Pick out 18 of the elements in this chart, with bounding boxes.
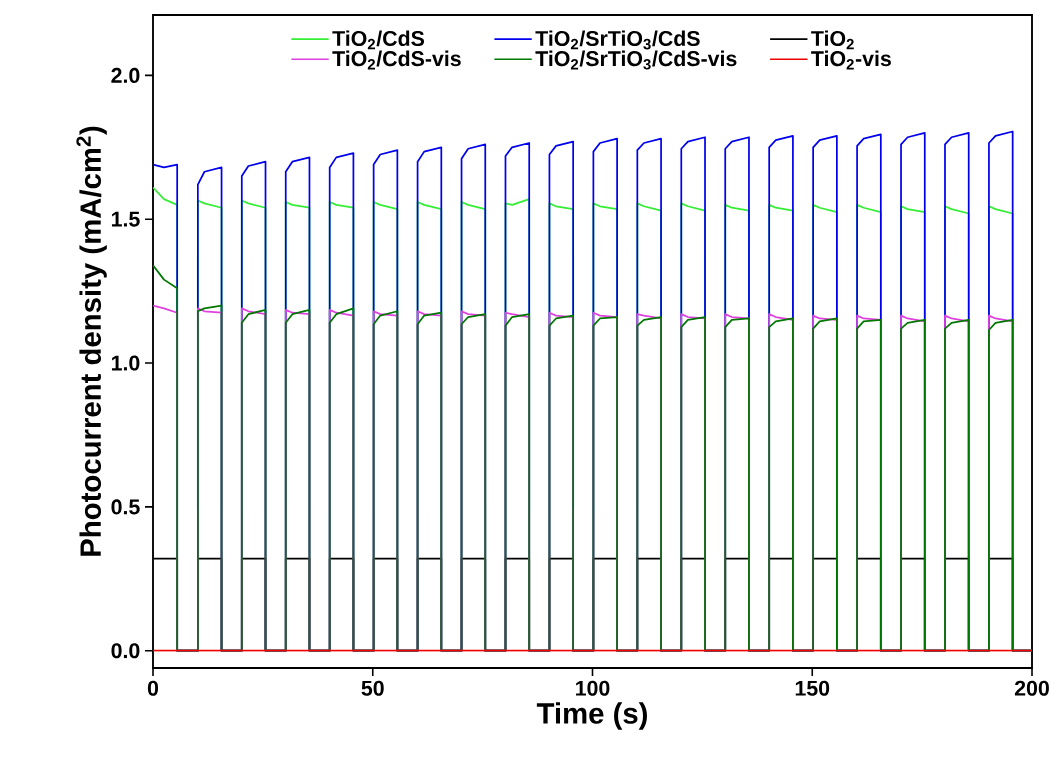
x-tick-label: 200	[1014, 680, 1049, 696]
legend-label: TiO$_{2}$/CdS	[332, 30, 425, 50]
y-tick-label: 1.5	[111, 211, 140, 227]
x-tick-label: 0	[147, 680, 159, 696]
legend-label: TiO$_{2}$	[811, 30, 854, 50]
y-tick-label: 1.0	[111, 355, 140, 371]
legend-label: TiO$_{2}$/SrTiO$_{3}$/CdS	[535, 30, 700, 50]
legend-label: TiO$_{2}$/CdS-vis	[332, 50, 461, 70]
x-tick-label: 100	[576, 680, 610, 696]
legend-label: TiO$_{2}$/SrTiO$_{3}$/CdS-vis	[535, 50, 737, 70]
y-tick-label: 0.5	[111, 499, 140, 515]
x-tick-label: 150	[795, 680, 830, 696]
legend-label: TiO$_{2}$-vis	[811, 50, 891, 70]
x-axis-title: Time (s)	[536, 702, 647, 730]
y-axis-title: Photocurrent density (mA/cm$^{2}$)	[76, 126, 107, 556]
y-tick-label: 2.0	[111, 67, 140, 83]
y-tick-label: 0.0	[111, 643, 140, 659]
x-tick-label: 50	[361, 680, 384, 696]
